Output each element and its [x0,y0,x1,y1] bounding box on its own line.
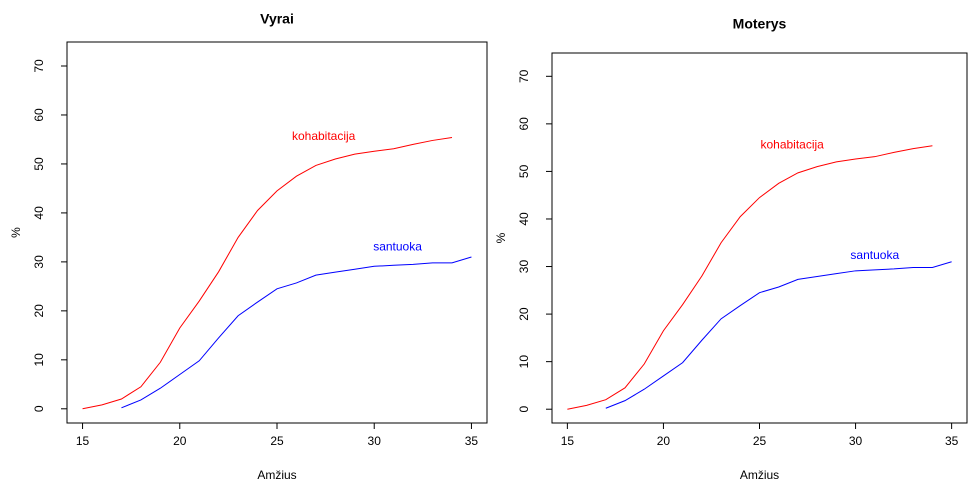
x-tick-label: 25 [270,434,284,448]
plot-frame [66,41,488,424]
annotation: santuoka [850,248,899,262]
annotation: santuoka [373,239,422,253]
x-tick-label: 15 [561,434,575,448]
y-tick-label: 0 [32,405,46,412]
y-tick-label: 20 [517,307,531,321]
y-tick-label: 20 [32,304,46,318]
annotation: kohabitacija [292,129,356,143]
y-tick-label: 40 [32,206,46,220]
x-tick-label: 20 [173,434,187,448]
x-tick-label: 35 [945,434,959,448]
x-axis-label: Amžius [257,468,296,482]
y-tick-label: 0 [517,406,531,413]
y-tick-label: 40 [517,212,531,226]
chart-title: Vyrai [260,11,294,27]
y-tick-label: 60 [517,117,531,131]
chart-title: Moterys [733,16,787,32]
y-axis-label: % [494,232,508,243]
y-tick-label: 70 [32,59,46,73]
y-tick-label: 10 [517,355,531,369]
y-tick-label: 10 [32,353,46,367]
y-tick-label: 30 [517,260,531,274]
series-line [567,145,933,410]
series-line [82,137,453,410]
y-tick-label: 50 [32,157,46,171]
annotation: kohabitacija [760,137,824,151]
x-tick-label: 15 [76,434,90,448]
x-tick-label: 30 [368,434,382,448]
plot-frame [551,52,968,424]
series-line [121,256,472,409]
y-axis-label: % [9,227,23,238]
y-tick-label: 70 [517,69,531,83]
x-tick-label: 30 [849,434,863,448]
series-line [605,261,952,409]
y-tick-label: 50 [517,164,531,178]
x-tick-label: 25 [753,434,767,448]
y-tick-label: 60 [32,108,46,122]
x-tick-label: 35 [465,434,479,448]
y-tick-label: 30 [32,255,46,269]
x-axis-label: Amžius [740,468,779,482]
x-tick-label: 20 [657,434,671,448]
